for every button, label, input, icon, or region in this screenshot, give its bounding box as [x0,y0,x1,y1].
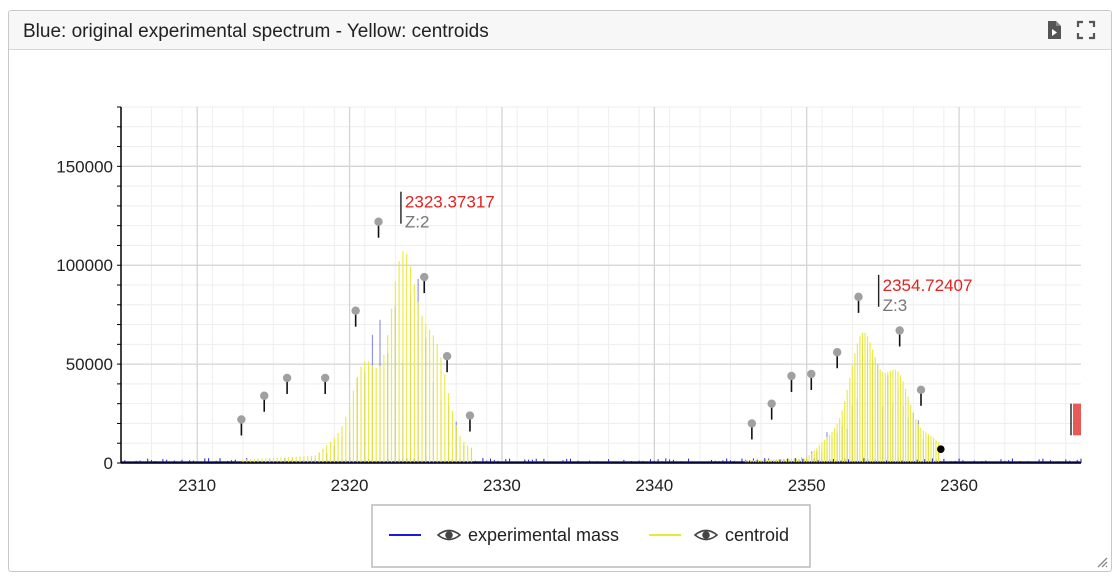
peak-marker [832,348,842,357]
chart-legend: experimental mass centroid [371,504,811,568]
peak-marker [807,369,816,379]
panel-header: Blue: original experimental spectrum - Y… [9,11,1111,50]
peak-marker [747,419,757,428]
annotation-clipped-label [1073,403,1081,436]
peak-marker [854,292,863,302]
x-tick-label: 2340 [635,476,673,495]
peak-marker [260,391,269,400]
x-tick-label: 2310 [178,476,216,495]
black-peak-marker [937,445,945,453]
chart-area: 2323.37317 Z:2 2354.72407 Z:3 2310 2320 2330 2… [9,50,1111,577]
annotation-mass-label: 2354.72407 [883,276,973,295]
export-document-icon[interactable] [1043,19,1065,41]
chart-panel: Blue: original experimental spectrum - Y… [8,10,1112,572]
peak-marker [420,272,429,282]
centroid-peaks-0 [242,251,473,463]
peak-marker [442,352,452,361]
y-tick-label: 0 [104,454,113,473]
peak-marker [916,385,926,395]
peak-marker [282,373,292,383]
peak-marker [351,306,360,315]
centroid-peaks-1 [745,332,940,463]
panel-title: Blue: original experimental spectrum - Y… [23,21,489,42]
annotation-charge-label: Z:3 [883,296,908,315]
y-tick-label: 150000 [56,157,113,176]
x-tick-label: 2330 [483,476,521,495]
annotation-mass-label: 2323.37317 [405,193,495,212]
peak-marker [787,371,796,381]
y-tick-label: 100000 [56,256,113,275]
peak-marker [320,373,330,383]
resize-handle-icon[interactable] [1096,556,1108,568]
y-tick-label: 50000 [66,355,113,374]
peak-marker [465,411,475,420]
x-tick-label: 2350 [788,476,826,495]
peak-marker [237,415,246,424]
peak-marker [374,217,383,226]
x-tick-label: 2360 [940,476,978,495]
annotation-charge-label: Z:2 [405,213,430,232]
eye-icon[interactable] [693,529,719,541]
peak-marker [767,399,776,408]
legend-label-experimental[interactable]: experimental mass [468,525,619,545]
peak-marker [895,326,904,335]
fullscreen-icon[interactable] [1075,19,1097,41]
legend-label-centroid[interactable]: centroid [725,525,789,545]
eye-icon[interactable] [436,529,462,541]
x-tick-label: 2320 [331,476,369,495]
